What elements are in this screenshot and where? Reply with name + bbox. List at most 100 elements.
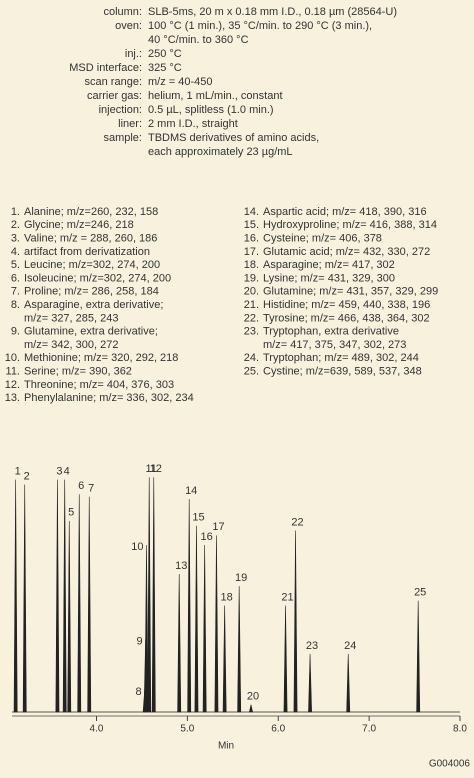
compound-text: m/z= 342, 300, 272 <box>24 339 118 351</box>
peak-label: 16 <box>201 531 213 543</box>
condition-value: 100 °C (1 min.), 35 °C/min. to 290 °C (3… <box>148 20 372 32</box>
peak <box>222 605 227 713</box>
peak-label: 10 <box>131 541 143 553</box>
condition-label: liner: <box>118 118 142 130</box>
condition-value: 2 mm I.D., straight <box>148 118 238 130</box>
peak-label: 24 <box>344 640 356 652</box>
peak-label: 20 <box>247 691 259 703</box>
condition-value: each approximately 23 µg/mL <box>148 146 293 158</box>
condition-value: m/z = 40-450 <box>148 76 213 88</box>
condition-value: 250 °C <box>148 48 182 60</box>
compound-text: Asparagine; m/z= 417, 302 <box>263 259 395 271</box>
peak-label: 3 <box>56 466 62 478</box>
compound-text: Histidine; m/z= 459, 440, 338, 196 <box>263 299 430 311</box>
compound-number: 3. <box>11 233 20 245</box>
condition-value: helium, 1 mL/min., constant <box>148 90 283 102</box>
peak <box>416 600 421 713</box>
peak <box>62 479 67 713</box>
compound-number: 9. <box>11 326 20 338</box>
peak <box>147 477 152 713</box>
compound-text: Glutamic acid; m/z= 432, 330, 272 <box>263 246 430 258</box>
compound-text: Tryptophan, extra derivative <box>263 326 399 338</box>
compound-text: Cysteine; m/z= 406, 378 <box>263 233 382 245</box>
peak-label: 11 <box>146 463 157 475</box>
compound-number: 12. <box>5 379 20 391</box>
peak <box>308 653 312 713</box>
compound-text: Phenylalanine; m/z= 336, 302, 234 <box>24 392 194 404</box>
compound-text: m/z= 327, 285, 243 <box>24 312 118 324</box>
peak-label: 7 <box>88 483 94 495</box>
compound-text: Hydroxyproline; m/z= 416, 388, 314 <box>263 219 437 231</box>
condition-label: scan range: <box>85 76 142 88</box>
compound-number: 4. <box>11 246 20 258</box>
compound-text: Glycine; m/z=246, 218 <box>24 219 134 231</box>
peak-label: 12 <box>150 463 162 475</box>
peak <box>187 499 192 713</box>
condition-label: inj.: <box>125 48 142 60</box>
compound-text: Tyrosine; m/z= 466, 438, 364, 302 <box>263 312 430 324</box>
peak <box>22 484 27 713</box>
peak-label: 18 <box>221 591 233 603</box>
compound-number: 20. <box>244 286 259 298</box>
compound-text: Leucine; m/z=302, 274, 200 <box>24 259 160 271</box>
compound-number: 2. <box>11 219 20 231</box>
compound-number: 18. <box>244 259 259 271</box>
peak-label: 1 <box>15 466 21 478</box>
compound-text: Aspartic acid; m/z= 418, 390, 316 <box>263 206 427 218</box>
compound-text: Alanine; m/z=260, 232, 158 <box>24 206 158 218</box>
condition-label: MSD interface: <box>69 62 142 74</box>
compound-number: 10. <box>5 352 20 364</box>
peak <box>87 496 92 713</box>
peak <box>144 545 149 713</box>
peak <box>67 520 72 713</box>
peak-label: 14 <box>185 485 197 497</box>
peak-label: 17 <box>212 521 224 533</box>
compound-text: Valine; m/z = 288, 260, 186 <box>24 233 157 245</box>
peak <box>283 605 288 713</box>
compound-number: 11. <box>6 366 20 378</box>
compound-number: 24. <box>244 352 259 364</box>
peak-label: 25 <box>414 587 426 599</box>
x-tick-label: 4.0 <box>90 724 104 735</box>
peak-label: 9 <box>136 635 142 647</box>
compound-number: 13. <box>5 392 20 404</box>
compound-text: m/z= 417, 375, 347, 302, 273 <box>263 339 406 351</box>
condition-value: 40 °C/min. to 360 °C <box>148 34 249 46</box>
peak <box>77 494 82 713</box>
peak <box>249 704 253 713</box>
compound-number: 19. <box>244 272 259 284</box>
condition-label: carrier gas: <box>87 90 142 102</box>
peak-label: 6 <box>78 480 84 492</box>
peak-label: 4 <box>64 466 70 478</box>
compound-number: 6. <box>11 272 20 284</box>
compound-text: Proline; m/z= 286, 258, 184 <box>24 286 159 298</box>
x-tick-label: 8.0 <box>453 724 467 735</box>
peak-label: 23 <box>306 640 318 652</box>
compound-text: Asparagine, extra derivative; <box>24 299 163 311</box>
condition-value: TBDMS derivatives of amino acids, <box>148 132 319 144</box>
condition-value: 325 °C <box>148 62 182 74</box>
compound-number: 14. <box>244 206 259 218</box>
peak-label: 15 <box>192 512 204 524</box>
compound-text: Serine; m/z= 390, 362 <box>24 366 132 378</box>
peak-label: 8 <box>136 686 142 698</box>
compound-text: Lysine; m/z= 431, 329, 300 <box>263 272 395 284</box>
x-tick-label: 5.0 <box>180 724 194 735</box>
compound-number: 7. <box>11 286 20 298</box>
compound-number: 15. <box>244 219 259 231</box>
compound-text: artifact from derivatization <box>24 246 150 258</box>
peak <box>194 525 199 713</box>
peak-label: 13 <box>175 560 187 572</box>
compound-number: 23. <box>244 326 259 338</box>
condition-label: column: <box>103 6 142 18</box>
peak-label: 21 <box>281 591 293 603</box>
peak <box>214 535 219 713</box>
condition-label: injection: <box>99 104 142 116</box>
peak-label: 22 <box>291 516 303 528</box>
peak-label: 5 <box>68 507 74 519</box>
condition-value: 0.5 µL, splitless (1.0 min.) <box>148 104 274 116</box>
condition-value: SLB-5ms, 20 m x 0.18 mm I.D., 0.18 µm (2… <box>148 6 397 18</box>
x-axis-label: Min <box>218 741 234 752</box>
